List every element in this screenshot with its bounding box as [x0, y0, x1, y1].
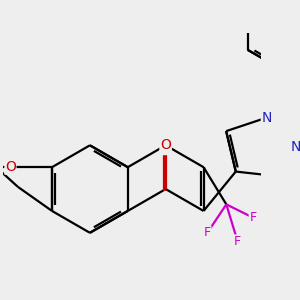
Text: N: N	[290, 140, 300, 154]
Text: F: F	[204, 226, 211, 239]
Text: O: O	[5, 160, 16, 174]
Text: N: N	[261, 111, 272, 125]
Text: O: O	[160, 140, 171, 154]
Text: F: F	[234, 235, 241, 248]
Text: F: F	[249, 211, 256, 224]
Text: O: O	[160, 138, 171, 152]
